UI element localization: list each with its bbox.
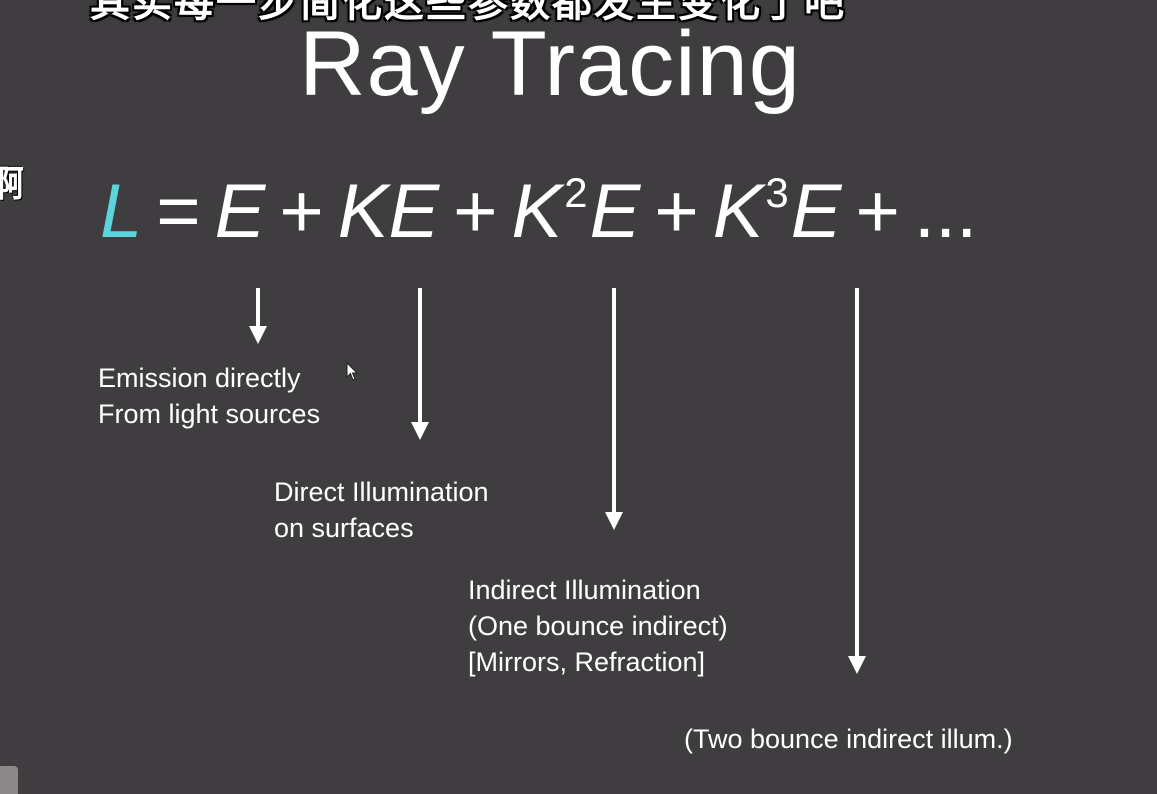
side-subtitle-fragment: 啊 [0, 164, 25, 205]
label-indirect-line1: Indirect Illumination [468, 575, 701, 605]
arrow-direct [411, 288, 429, 440]
equation-term-K3: K [712, 169, 764, 254]
label-direct-illumination: Direct Illumination on surfaces [274, 474, 489, 546]
equation-plus-2: + [453, 169, 498, 254]
label-indirect-illumination: Indirect Illumination (One bounce indire… [468, 572, 728, 680]
equation-plus-4: + [855, 169, 900, 254]
arrow-emission [249, 288, 267, 344]
label-emission-line2: From light sources [98, 399, 321, 429]
video-subtitle-overlay: 其实每一步简化这些参数都发生变化了吧 [90, 0, 846, 26]
mouse-pointer-icon [346, 362, 359, 381]
slide-title: Ray Tracing [299, 13, 801, 115]
equation-exponent-2: 2 [564, 169, 588, 216]
equation-term-K2: K [511, 169, 563, 254]
equation-term-K3-E: E [790, 169, 842, 254]
equation-L: L [100, 169, 143, 254]
arrow-two-bounce [848, 288, 866, 674]
label-direct-line1: Direct Illumination [274, 477, 489, 507]
equation-term-E: E [214, 169, 266, 254]
equation-ellipsis: ... [913, 169, 978, 254]
label-direct-line2: on surfaces [274, 513, 414, 543]
label-emission: Emission directly From light sources [98, 360, 320, 432]
arrow-indirect [605, 288, 623, 530]
label-indirect-line2: (One bounce indirect) [468, 611, 728, 641]
label-two-bounce: (Two bounce indirect illum.) [684, 724, 1013, 754]
equation-plus-1: + [279, 169, 324, 254]
equation-term-KE: KE [337, 169, 440, 254]
rendering-equation-series: L = E + KE + K2E + K3E +... [100, 168, 977, 255]
equation-exponent-3: 3 [765, 169, 789, 216]
label-indirect-line3: [Mirrors, Refraction] [468, 647, 706, 677]
equation-equals: = [156, 169, 201, 254]
label-emission-line1: Emission directly [98, 363, 301, 393]
video-player-corner-control[interactable] [0, 766, 18, 794]
equation-plus-3: + [654, 169, 699, 254]
equation-term-K2-E: E [589, 169, 641, 254]
